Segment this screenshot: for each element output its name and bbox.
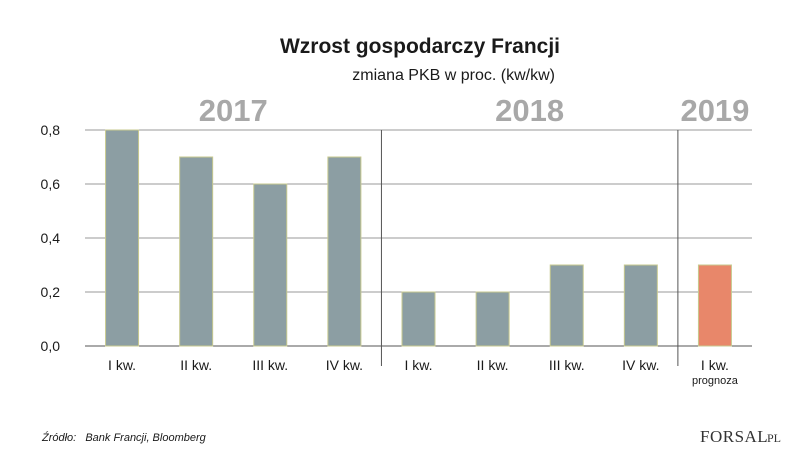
category-label: II kw. bbox=[477, 357, 509, 373]
forsal-logo: FORSAL .PL bbox=[700, 427, 781, 446]
bars bbox=[105, 129, 732, 347]
bar bbox=[179, 156, 214, 347]
y-tick-label: 0,2 bbox=[41, 284, 61, 300]
year-label: 2017 bbox=[199, 93, 268, 128]
svg-text:Źródło: Bank Francji, Bl: Źródło: Bank Francji, Bloomberg bbox=[41, 431, 207, 444]
source-text: Bank Francji, Bloomberg bbox=[85, 432, 206, 444]
logo-main: FORSAL bbox=[700, 427, 768, 446]
category-label: III kw. bbox=[252, 357, 288, 373]
bar bbox=[401, 291, 436, 347]
category-label: I kw. bbox=[404, 357, 432, 373]
bar bbox=[105, 129, 140, 347]
category-label: III kw. bbox=[549, 357, 585, 373]
category-label: II kw. bbox=[180, 357, 212, 373]
category-label: IV kw. bbox=[326, 357, 363, 373]
category-label: I kw. bbox=[108, 357, 136, 373]
year-label: 2019 bbox=[680, 93, 749, 128]
bar bbox=[475, 291, 510, 347]
forecast-note: prognoza bbox=[692, 375, 739, 387]
chart-title: Wzrost gospodarczy Francji bbox=[280, 35, 560, 58]
source-label: Źródło: bbox=[41, 431, 76, 444]
chart-subtitle: zmiana PKB w proc. (kw/kw) bbox=[352, 67, 555, 84]
category-label: I kw. bbox=[701, 357, 729, 373]
category-label: IV kw. bbox=[622, 357, 659, 373]
y-tick-label: 0,6 bbox=[41, 176, 61, 192]
source-note: Źródło: Bank Francji, Bloomberg bbox=[41, 431, 207, 444]
y-tick-label: 0,8 bbox=[41, 122, 61, 138]
bar bbox=[253, 183, 288, 347]
y-tick-label: 0,0 bbox=[41, 338, 61, 354]
logo-suffix: .PL bbox=[764, 431, 781, 445]
y-tick-labels: 0,0 0,2 0,4 0,6 0,8 bbox=[41, 122, 61, 354]
bar bbox=[327, 156, 362, 347]
year-dividers bbox=[380, 130, 679, 366]
bar bbox=[549, 264, 584, 347]
bar-forecast bbox=[697, 264, 732, 347]
year-labels: 2017 2018 2019 bbox=[199, 93, 750, 128]
year-label: 2018 bbox=[495, 93, 564, 128]
y-tick-label: 0,4 bbox=[41, 230, 61, 246]
category-labels: I kw. II kw. III kw. IV kw. I kw. II kw. III k… bbox=[108, 357, 739, 387]
bar bbox=[623, 264, 658, 347]
